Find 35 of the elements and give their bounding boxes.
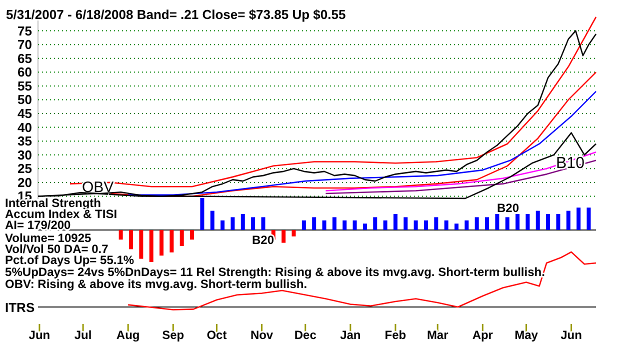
x-tick-label: Jun: [560, 328, 582, 342]
x-tick-label: Sep: [162, 328, 184, 342]
annotation: B20: [497, 201, 520, 215]
y-tick-label: 75: [18, 23, 32, 38]
y-tick-label: 40: [18, 120, 32, 135]
annotation: Vol/Vol 50 DA= 0.7: [5, 242, 109, 256]
x-tick-label: Mar: [426, 328, 449, 342]
x-tick-label: Oct: [206, 328, 227, 342]
x-tick-label: Dec: [294, 328, 317, 342]
y-tick-label: 65: [18, 50, 32, 66]
y-tick-label: 25: [18, 161, 32, 176]
y-tick-label: 45: [18, 106, 32, 122]
y-tick-label: 70: [18, 37, 32, 52]
annotation: B20: [252, 233, 274, 247]
x-tick-label: Apr: [472, 328, 494, 342]
x-tick-label: Jun: [28, 328, 50, 342]
series-label: OBV: [82, 179, 114, 196]
x-tick-label: May: [514, 328, 538, 342]
x-tick-label: Aug: [116, 328, 140, 342]
y-tick-label: 60: [18, 64, 32, 80]
x-tick-label: Jan: [340, 328, 361, 342]
annotation: Volume= 10925: [5, 231, 92, 245]
y-axis-title: ITRS: [5, 300, 35, 315]
y-tick-label: 55: [18, 78, 32, 94]
x-tick-label: Feb: [384, 328, 406, 342]
x-tick-label: Jul: [74, 328, 92, 342]
y-tick-label: 50: [18, 92, 32, 108]
y-tick-label: 35: [18, 134, 32, 149]
y-tick-label: 20: [18, 174, 32, 190]
annotation: Pct.of Days Up= 55.1%: [5, 253, 134, 267]
annotation: AI= 179/200: [5, 218, 72, 232]
chart-title: 5/31/2007 - 6/18/2008 Band= .21 Close= $73.85 Up $0.55: [6, 7, 346, 22]
annotation: OBV: Rising & above its mvg.avg. Short-term bullish.: [5, 277, 308, 291]
y-tick-label: 30: [18, 147, 32, 162]
x-tick-label: Nov: [250, 328, 274, 342]
